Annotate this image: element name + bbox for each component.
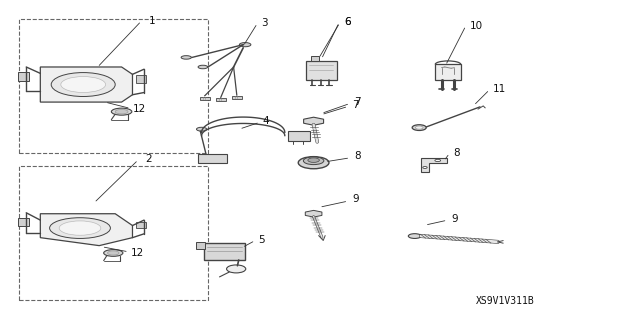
Ellipse shape <box>239 43 251 47</box>
Text: 3: 3 <box>261 18 268 28</box>
Ellipse shape <box>415 126 423 129</box>
Text: 8: 8 <box>354 151 360 161</box>
Polygon shape <box>40 67 132 102</box>
Ellipse shape <box>298 157 329 169</box>
Text: 6: 6 <box>344 17 351 27</box>
Text: 4: 4 <box>262 116 269 126</box>
Ellipse shape <box>227 265 246 273</box>
Ellipse shape <box>51 73 115 96</box>
Bar <box>200 97 210 100</box>
Ellipse shape <box>111 108 132 115</box>
Text: XS9V1V311B: XS9V1V311B <box>476 296 535 307</box>
Ellipse shape <box>435 159 441 161</box>
Bar <box>136 222 146 228</box>
Ellipse shape <box>59 221 101 235</box>
Bar <box>311 56 319 61</box>
Bar <box>19 166 208 300</box>
Bar <box>198 154 227 163</box>
Text: 9: 9 <box>352 194 358 204</box>
Ellipse shape <box>198 65 207 69</box>
Ellipse shape <box>196 127 207 131</box>
Text: 2: 2 <box>145 154 152 165</box>
Text: 12: 12 <box>131 248 144 258</box>
Ellipse shape <box>108 251 119 255</box>
Bar <box>196 242 205 249</box>
Text: 5: 5 <box>258 235 264 245</box>
Bar <box>288 131 310 141</box>
Text: 8: 8 <box>454 148 460 158</box>
Ellipse shape <box>408 234 421 239</box>
Bar <box>136 75 146 83</box>
Ellipse shape <box>115 109 128 114</box>
Bar <box>18 218 29 226</box>
Text: 9: 9 <box>451 213 458 224</box>
Bar <box>204 243 245 260</box>
Text: 11: 11 <box>493 84 506 94</box>
Ellipse shape <box>104 249 123 256</box>
Text: 6: 6 <box>344 17 351 27</box>
Polygon shape <box>421 158 447 172</box>
Bar <box>435 64 461 80</box>
Ellipse shape <box>303 157 324 165</box>
Bar <box>19 19 208 153</box>
Ellipse shape <box>423 167 428 168</box>
Ellipse shape <box>412 125 426 130</box>
Bar <box>216 98 226 101</box>
Polygon shape <box>303 117 324 125</box>
Bar <box>18 72 29 81</box>
Text: 7: 7 <box>352 100 358 110</box>
Ellipse shape <box>50 218 111 239</box>
Polygon shape <box>305 211 322 217</box>
Polygon shape <box>40 214 132 246</box>
Text: 12: 12 <box>133 104 146 114</box>
Ellipse shape <box>308 158 319 162</box>
Ellipse shape <box>181 56 191 59</box>
Bar <box>306 61 337 80</box>
Text: 7: 7 <box>354 97 360 107</box>
Text: 1: 1 <box>148 16 155 26</box>
Bar <box>232 96 242 99</box>
Text: 10: 10 <box>470 20 483 31</box>
Ellipse shape <box>61 77 106 93</box>
